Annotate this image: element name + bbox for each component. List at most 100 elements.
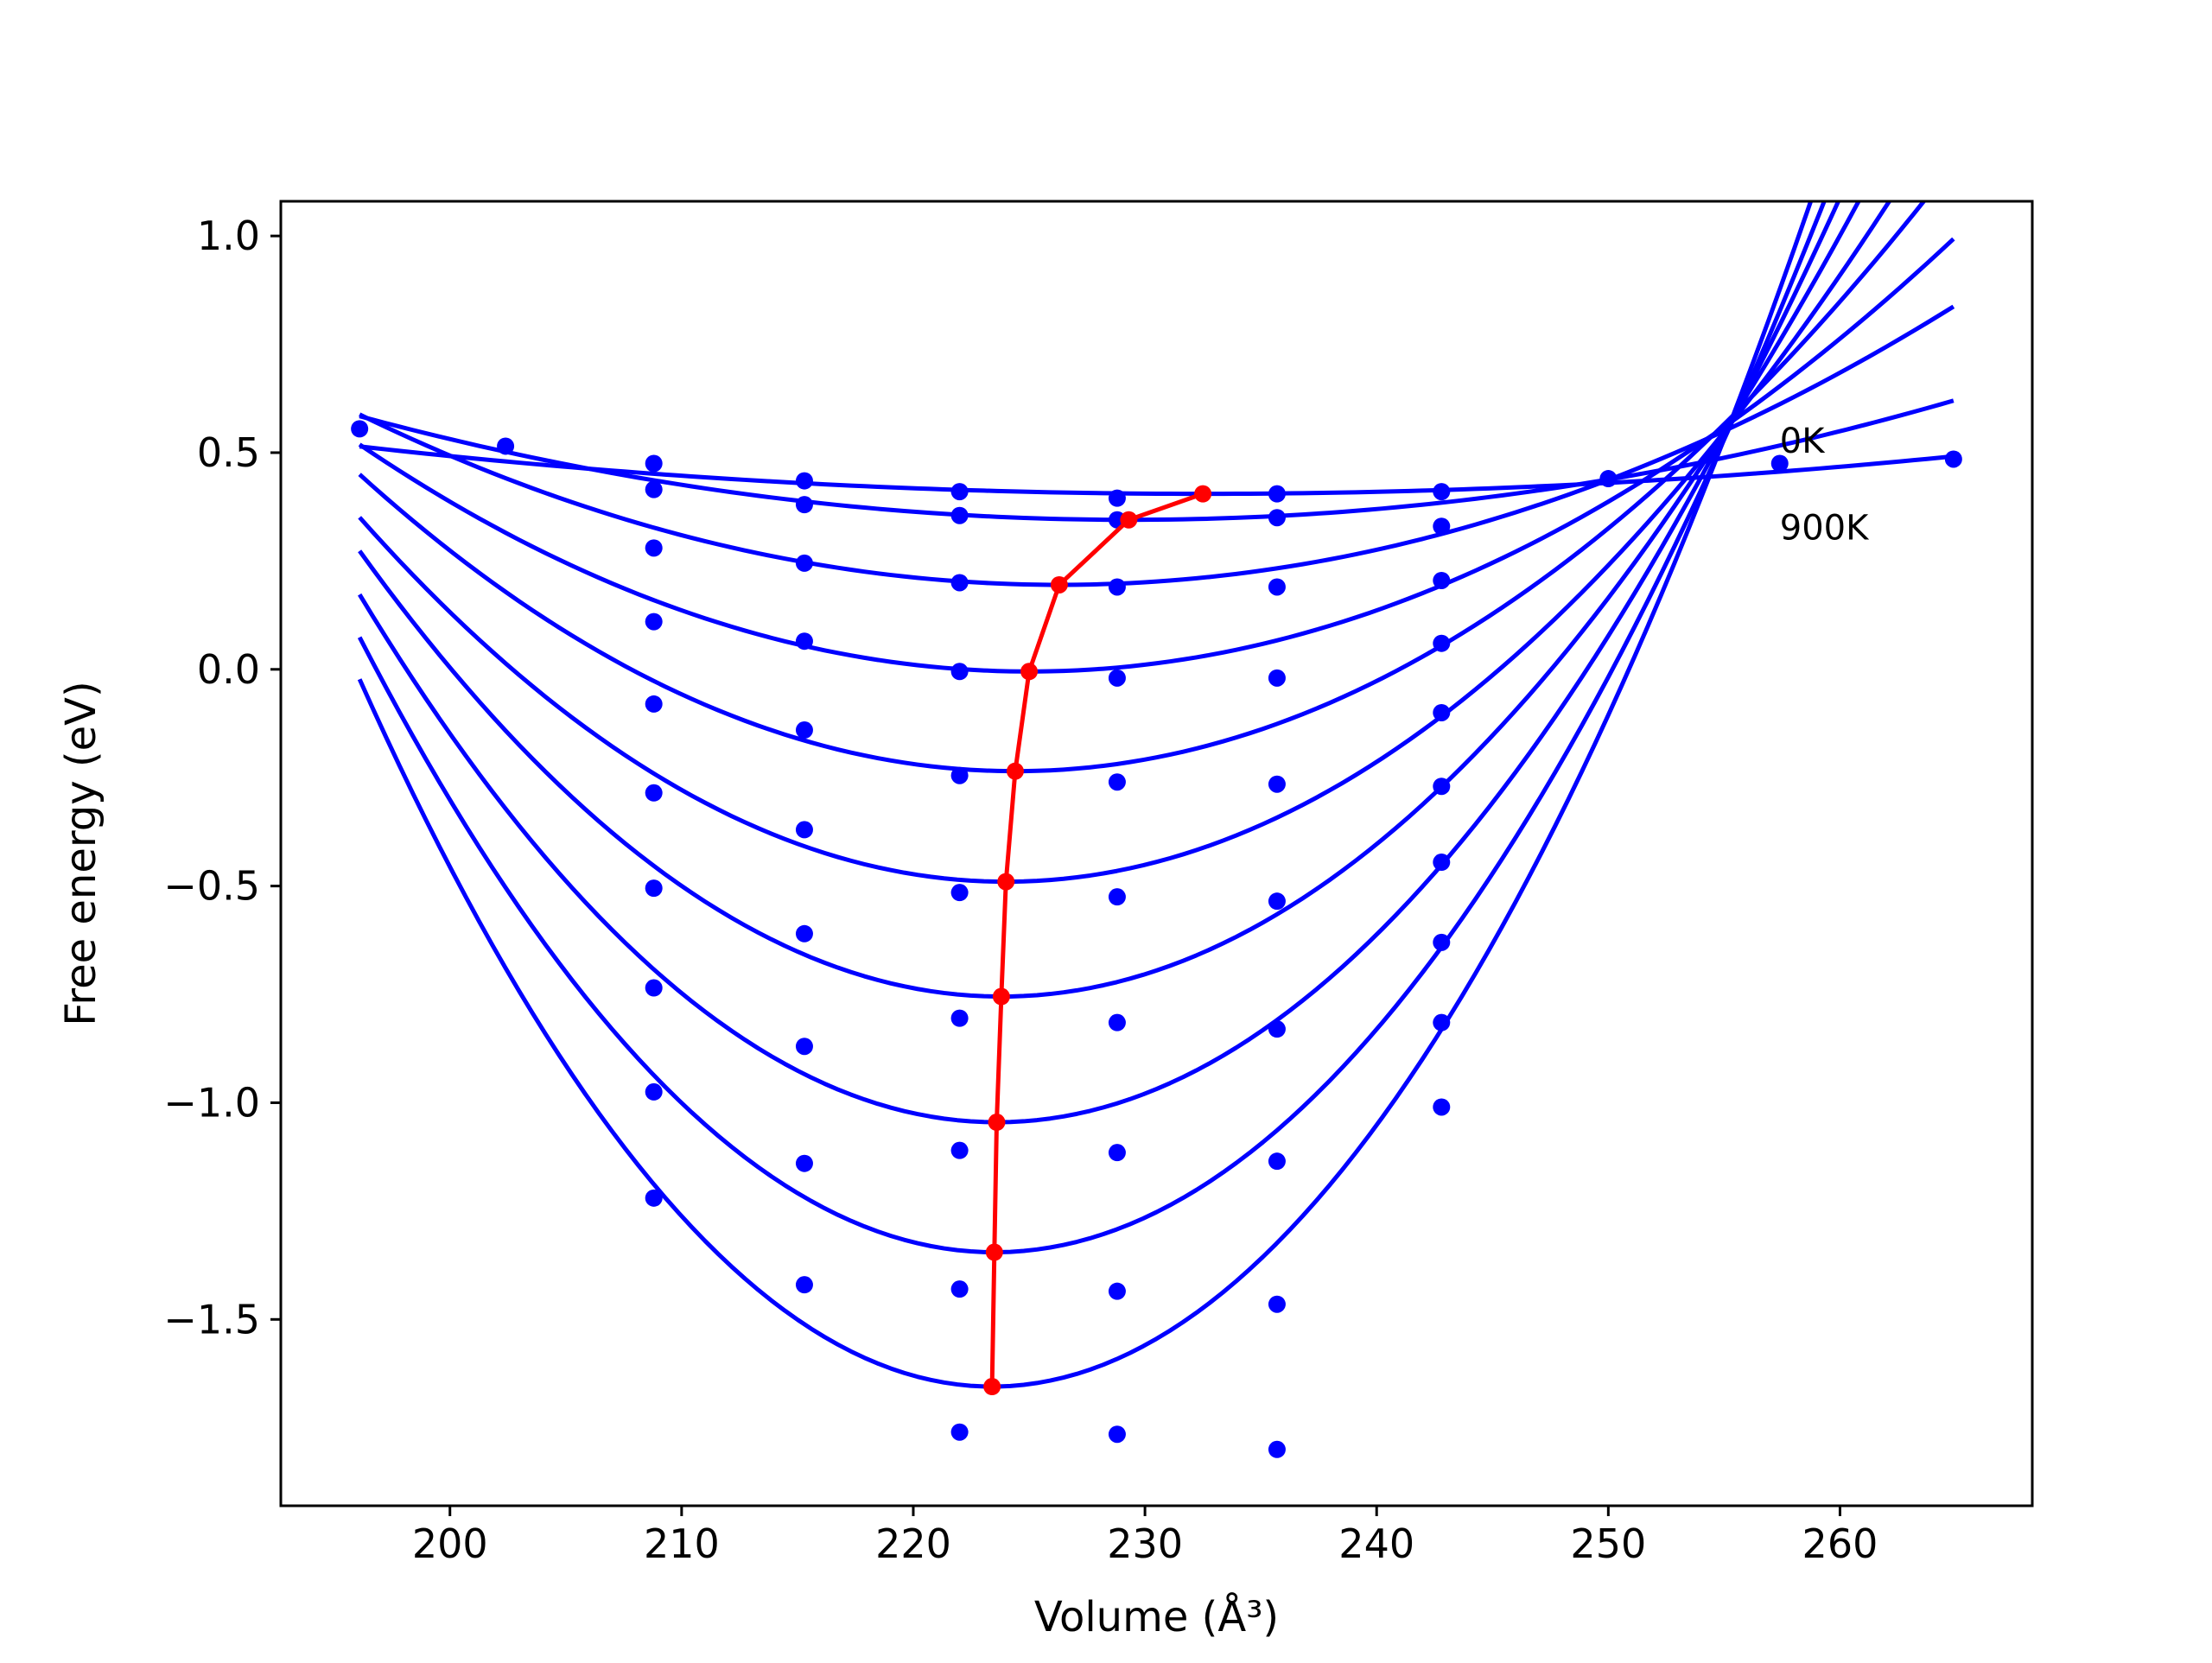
data-point: [950, 1423, 969, 1441]
minimum-point: [1050, 575, 1068, 593]
data-point: [795, 632, 813, 651]
data-point: [1268, 1440, 1286, 1458]
data-point: [1433, 854, 1451, 872]
data-points: [351, 420, 1962, 1458]
data-point: [645, 1082, 663, 1101]
data-point: [795, 496, 813, 514]
data-point: [950, 884, 969, 902]
data-point: [1108, 1013, 1126, 1031]
fit-curve-3: [358, 237, 1955, 674]
data-point: [1433, 483, 1451, 501]
data-point: [645, 979, 663, 997]
data-point: [795, 1154, 813, 1172]
data-point: [1770, 454, 1789, 473]
x-tick-label: 240: [1338, 1520, 1414, 1567]
data-point: [950, 766, 969, 784]
data-point: [1599, 470, 1618, 488]
data-point: [950, 574, 969, 592]
data-point: [645, 480, 663, 498]
fit-curve-9: [357, 201, 1814, 1389]
y-tick-label: 1.0: [197, 213, 260, 259]
data-point: [645, 695, 663, 713]
minimum-point: [1006, 762, 1024, 780]
data-point: [1433, 1013, 1451, 1031]
y-tick-label: −0.5: [163, 863, 260, 910]
data-point: [795, 721, 813, 739]
data-point: [645, 454, 663, 473]
data-point: [795, 1038, 813, 1056]
data-point: [1433, 933, 1451, 951]
minimum-point: [983, 1378, 1001, 1396]
annotation-label: 0K: [1780, 422, 1826, 461]
fit-curve-4: [358, 201, 1927, 774]
minimum-point: [985, 1243, 1003, 1261]
data-point: [950, 1009, 969, 1027]
minimum-point: [997, 873, 1015, 891]
data-point: [795, 1276, 813, 1294]
data-point: [1268, 669, 1286, 687]
fit-curve-5: [358, 201, 1892, 885]
fit-curve-8: [357, 201, 1827, 1255]
data-point: [645, 539, 663, 557]
data-point: [1108, 578, 1126, 596]
fit-curve-7: [358, 201, 1841, 1125]
data-point: [795, 821, 813, 839]
data-point: [1108, 1144, 1126, 1162]
data-point: [645, 879, 663, 898]
x-axis-label: Volume (Å³): [1034, 1592, 1279, 1641]
data-point: [645, 1189, 663, 1207]
data-point: [1268, 578, 1286, 596]
y-axis-label: Free energy (eV): [57, 681, 105, 1025]
axis-labels: Volume (Å³) Free energy (eV): [57, 681, 1279, 1641]
y-tick-label: −1.0: [163, 1079, 260, 1126]
data-point: [1108, 773, 1126, 791]
data-point: [1268, 892, 1286, 911]
data-point: [1433, 703, 1451, 721]
x-tick-label: 220: [875, 1520, 951, 1567]
x-tick-label: 250: [1570, 1520, 1646, 1567]
data-point: [1433, 634, 1451, 652]
axes: 200 210 220 230 240 250 260 1.0 0.5 0.0 −0.5 −1.0 −1…: [163, 200, 2034, 1567]
y-tick-label: −1.5: [163, 1296, 260, 1342]
data-point: [1433, 571, 1451, 589]
data-point: [795, 472, 813, 490]
data-point: [1268, 1152, 1286, 1171]
minimum-point: [1194, 485, 1212, 503]
plot-frame: [279, 200, 2034, 1507]
y-tick-label: 0.0: [197, 646, 260, 693]
data-point: [645, 613, 663, 631]
fit-curve-6: [358, 201, 1861, 1000]
annotations: 0K 900K: [1780, 422, 1870, 548]
data-point: [1433, 517, 1451, 536]
data-point: [645, 784, 663, 802]
data-point: [795, 924, 813, 943]
data-point: [950, 663, 969, 681]
annotation-label: 900K: [1780, 508, 1870, 548]
x-tick-label: 200: [412, 1520, 488, 1567]
minimum-point: [1120, 511, 1138, 529]
data-point: [1268, 1020, 1286, 1038]
fit-curves: [357, 201, 1955, 1389]
data-point: [950, 1280, 969, 1298]
data-point: [795, 554, 813, 572]
data-point: [1433, 1098, 1451, 1116]
data-point: [1108, 489, 1126, 507]
data-point: [950, 506, 969, 524]
data-point: [1108, 888, 1126, 906]
y-tick-label: 0.5: [197, 429, 260, 476]
data-point: [1108, 1282, 1126, 1300]
data-point: [1108, 669, 1126, 687]
data-point: [1268, 1295, 1286, 1313]
data-point: [1268, 509, 1286, 527]
x-tick-label: 210: [644, 1520, 720, 1567]
data-point: [950, 483, 969, 501]
x-tick-label: 230: [1107, 1520, 1183, 1567]
data-point: [950, 1141, 969, 1159]
x-tick-label: 260: [1802, 1520, 1878, 1567]
data-point: [497, 437, 515, 455]
data-point: [1268, 485, 1286, 503]
fit-curve-1: [359, 398, 1955, 523]
data-point: [1433, 778, 1451, 796]
